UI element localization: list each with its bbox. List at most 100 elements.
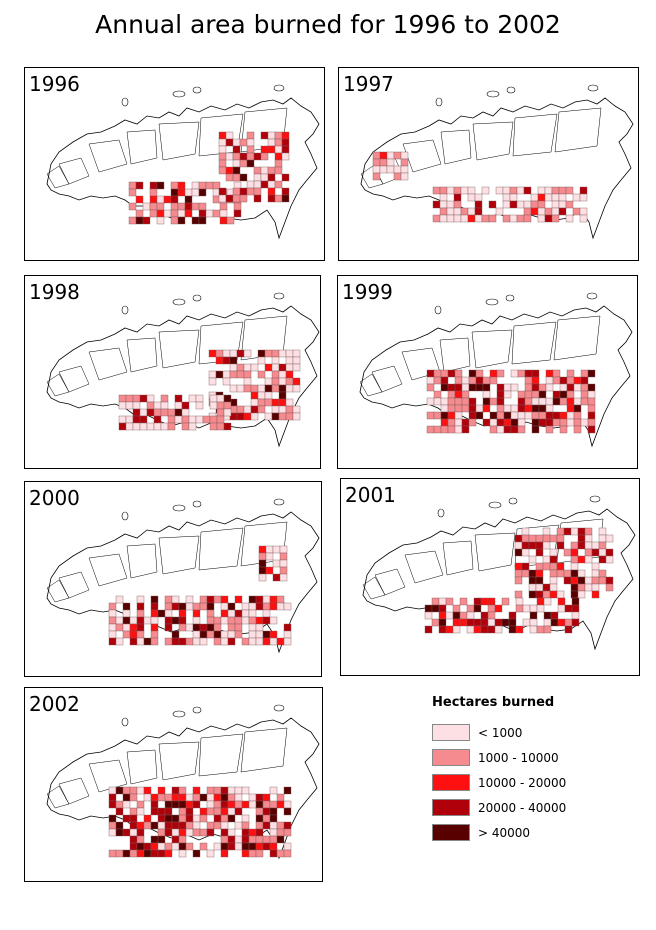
burn-cell	[453, 214, 462, 223]
burn-cell	[185, 602, 194, 611]
burn-cell	[521, 527, 530, 536]
burn-cell	[598, 576, 607, 585]
burn-cell	[218, 187, 227, 196]
burn-cell	[559, 383, 568, 392]
burn-cell	[178, 616, 187, 625]
burn-cell	[509, 214, 518, 223]
burn-cell	[480, 611, 489, 620]
burn-cell	[545, 383, 554, 392]
burn-cell	[269, 821, 278, 830]
burn-cell	[262, 637, 271, 646]
burn-cell	[178, 793, 187, 802]
burn-cell	[279, 566, 288, 575]
burn-cell	[198, 202, 207, 211]
burn-cell	[135, 181, 144, 190]
burn-cell	[218, 131, 227, 140]
burn-cell	[243, 405, 252, 414]
burn-cell	[573, 376, 582, 385]
burn-cell	[250, 363, 259, 372]
island-outline	[485, 298, 499, 306]
burn-cell	[234, 835, 243, 844]
burn-cell	[598, 569, 607, 578]
burn-cell	[213, 842, 222, 851]
burn-cell	[557, 604, 566, 613]
burn-cell	[153, 401, 162, 410]
burn-cell	[466, 604, 475, 613]
burn-cell	[122, 616, 131, 625]
legend-swatch	[432, 724, 470, 741]
burn-cell	[556, 527, 565, 536]
island-outline	[192, 86, 202, 94]
burn-cell	[445, 597, 454, 606]
burn-cell	[136, 630, 145, 639]
burn-cell	[223, 401, 232, 410]
year-label-2002: 2002	[29, 692, 80, 716]
burn-cell	[171, 835, 180, 844]
burn-cell	[591, 562, 600, 571]
burn-cell	[572, 193, 581, 202]
burn-cell	[528, 555, 537, 564]
burn-cell	[143, 849, 152, 858]
legend-swatch	[432, 799, 470, 816]
burn-cell	[234, 595, 243, 604]
burn-cell	[438, 618, 447, 627]
burn-cell	[181, 401, 190, 410]
burn-cell	[232, 138, 241, 147]
burn-cell	[220, 786, 229, 795]
burn-cell	[577, 527, 586, 536]
burn-cell	[149, 202, 158, 211]
burn-cell	[524, 397, 533, 406]
burn-cell	[536, 625, 545, 634]
burn-cell	[292, 349, 301, 358]
burn-cell	[487, 597, 496, 606]
burn-cell	[386, 158, 395, 167]
burn-cell	[386, 165, 395, 174]
burn-cell	[556, 541, 565, 550]
burn-cell	[178, 637, 187, 646]
burn-cell	[146, 394, 155, 403]
burn-cell	[213, 807, 222, 816]
burn-cell	[171, 637, 180, 646]
burn-cell	[115, 828, 124, 837]
burn-cell	[178, 849, 187, 858]
burn-cell	[468, 383, 477, 392]
map-panel-1997: 1997	[338, 67, 639, 261]
burn-cell	[132, 408, 141, 417]
burn-cell	[129, 637, 138, 646]
burn-cell	[153, 415, 162, 424]
burn-cell	[431, 597, 440, 606]
burn-cell	[241, 602, 250, 611]
burn-cell	[136, 849, 145, 858]
burn-cell	[219, 202, 228, 211]
burn-cell	[514, 590, 523, 599]
burn-cell	[248, 630, 257, 639]
burn-cell	[283, 807, 292, 816]
burn-cell	[523, 207, 532, 216]
island-outline	[586, 292, 598, 300]
burn-cell	[563, 527, 572, 536]
burn-cell	[276, 828, 285, 837]
burn-cell	[482, 397, 491, 406]
burn-cell	[257, 356, 266, 365]
burn-cell	[480, 597, 489, 606]
burn-cell	[543, 625, 552, 634]
region-boundary	[88, 139, 128, 173]
burn-cell	[269, 828, 278, 837]
burn-cell	[487, 618, 496, 627]
burn-cell	[198, 209, 207, 218]
burn-cell	[587, 390, 596, 399]
burn-cell	[552, 397, 561, 406]
region-boundary	[126, 543, 158, 579]
region-boundary	[439, 337, 471, 373]
burn-cell	[545, 369, 554, 378]
burn-cell	[241, 828, 250, 837]
burn-cell	[199, 793, 208, 802]
burn-cell	[227, 637, 236, 646]
burn-cell	[482, 376, 491, 385]
region-boundary	[240, 727, 288, 773]
burn-cell	[132, 415, 141, 424]
burn-cell	[372, 158, 381, 167]
burn-cell	[227, 609, 236, 618]
year-label-1996: 1996	[29, 72, 80, 96]
burn-cell	[466, 618, 475, 627]
